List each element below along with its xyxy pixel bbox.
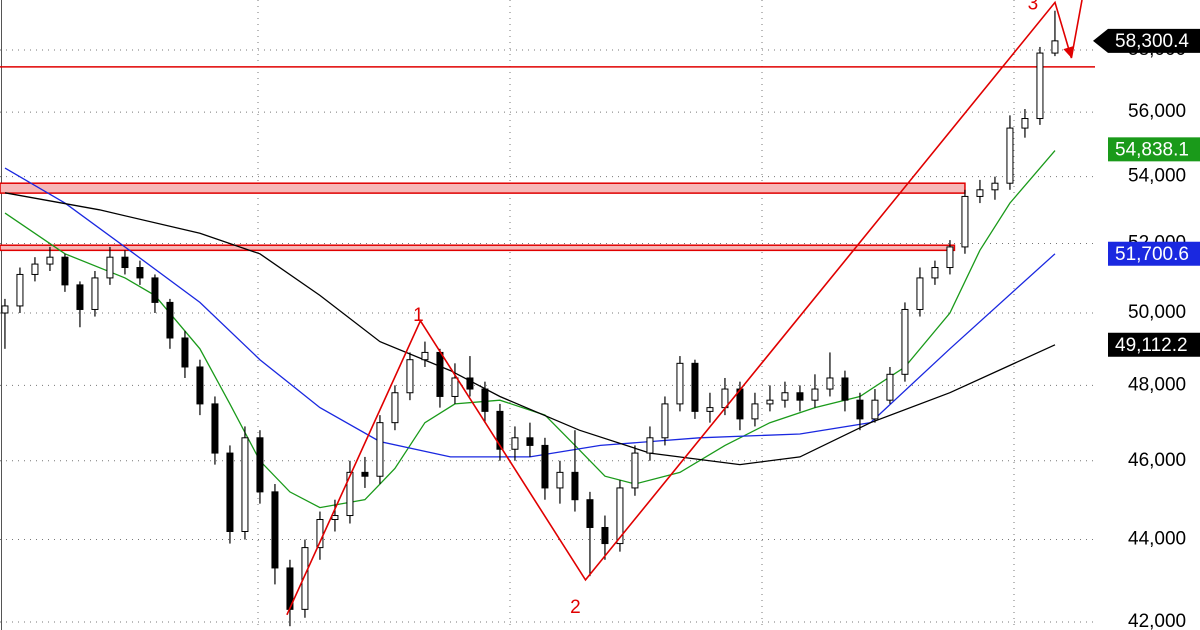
y-tick-label: 50,000 <box>1128 302 1186 323</box>
candle-body <box>1006 127 1014 184</box>
candle-body <box>436 351 444 397</box>
price-badge-label: 49,112.2 <box>1115 335 1188 356</box>
candle-body <box>181 337 189 368</box>
candle-body <box>856 399 864 420</box>
candle-body <box>346 471 354 517</box>
price-badge <box>1108 332 1200 357</box>
candle-body <box>1036 52 1044 120</box>
candle-body <box>931 267 939 279</box>
candle-body <box>121 256 129 269</box>
candle-body <box>946 246 954 269</box>
candle-body <box>511 437 519 450</box>
candle-body <box>766 399 774 405</box>
y-tick-label: 56,000 <box>1128 101 1186 122</box>
candle-body <box>46 256 54 265</box>
candle-body <box>916 277 924 310</box>
candle-body <box>1021 118 1029 129</box>
candle-body <box>1051 40 1059 54</box>
candle-body <box>691 362 699 412</box>
candle-body <box>571 471 579 501</box>
candle-body <box>541 444 549 489</box>
candle-body <box>586 499 594 528</box>
wave-label: 1 <box>413 305 424 326</box>
candle-body <box>826 377 834 390</box>
candle-body <box>751 403 759 420</box>
candle-body <box>61 256 69 286</box>
price-badge-label: 54,838.1 <box>1115 139 1189 160</box>
candle-body <box>526 437 534 446</box>
candle-body <box>676 362 684 405</box>
candle-body <box>646 437 654 454</box>
candle-body <box>31 263 39 275</box>
candle-body <box>211 403 219 454</box>
candle-body <box>496 410 504 450</box>
candle-body <box>196 366 204 405</box>
y-tick-label: 46,000 <box>1128 450 1186 471</box>
price-badge-label: 51,700.6 <box>1115 244 1189 265</box>
candle-body <box>406 359 414 394</box>
candle-body <box>301 547 309 610</box>
wave-label: 2 <box>570 597 581 618</box>
candle-body <box>451 377 459 397</box>
candle-body <box>661 403 669 439</box>
wave-label: 3 <box>1028 0 1039 14</box>
candle-body <box>226 452 234 532</box>
moving-average-line <box>4 150 1056 509</box>
candle-body <box>466 377 474 390</box>
candle-body <box>481 388 489 412</box>
candle-body <box>271 491 279 569</box>
plot-area <box>0 0 1095 630</box>
price-badge <box>1108 241 1200 266</box>
resistance-band <box>0 244 956 252</box>
candle-body <box>16 273 24 307</box>
moving-average-line <box>4 192 1056 466</box>
candle-body <box>331 515 339 521</box>
candle-body <box>601 526 609 545</box>
price-badge <box>1093 28 1200 53</box>
candle-body <box>796 392 804 401</box>
candle-body <box>976 189 984 197</box>
y-tick-label: 44,000 <box>1128 529 1186 550</box>
candle-body <box>811 388 819 401</box>
candle-body <box>361 471 369 477</box>
y-tick-label: 48,000 <box>1128 374 1186 395</box>
moving-average-line <box>4 167 1056 458</box>
candle-body <box>556 471 564 489</box>
candle-body <box>76 284 84 310</box>
price-badge-label: 58,300.4 <box>1115 31 1189 52</box>
wave-arrowhead <box>1063 46 1074 58</box>
candle-body <box>991 182 999 191</box>
candle-body <box>391 392 399 424</box>
candle-body <box>961 195 969 248</box>
candle-body <box>166 301 174 339</box>
candle-body <box>616 487 624 545</box>
candle-body <box>871 399 879 420</box>
candle-body <box>256 437 264 493</box>
candle-body <box>781 392 789 401</box>
candle-body <box>106 256 114 279</box>
candle-body <box>421 351 429 361</box>
candle-body <box>706 407 714 412</box>
candle-body <box>1 305 9 314</box>
price-badge <box>1108 137 1200 162</box>
candle-body <box>886 373 894 401</box>
candle-body <box>151 277 159 303</box>
candle-body <box>91 277 99 310</box>
y-tick-label: 54,000 <box>1128 166 1186 187</box>
candle-body <box>901 308 909 375</box>
y-tick-label: 42,000 <box>1128 611 1186 630</box>
candle-body <box>376 422 384 477</box>
candle-body <box>841 377 849 401</box>
candle-body <box>136 267 144 279</box>
candle-body <box>631 452 639 489</box>
wave-line <box>286 0 1083 616</box>
candle-body <box>241 437 249 532</box>
resistance-band <box>0 182 966 194</box>
